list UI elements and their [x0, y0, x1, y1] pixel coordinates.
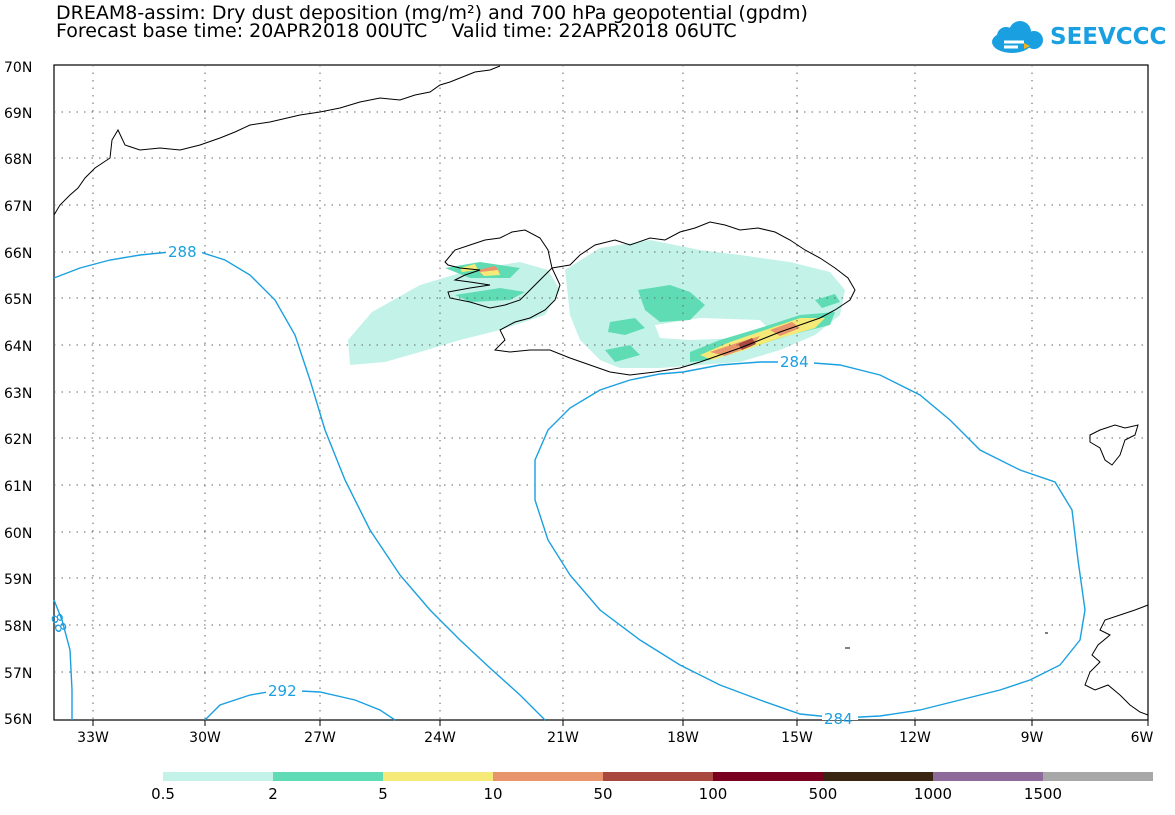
grid-lines [54, 65, 1148, 720]
lon-label: 9W [1020, 730, 1044, 746]
contour-label-284-south: 284 [824, 710, 853, 728]
colorbar-swatch [163, 772, 273, 781]
greenland-coast [53, 65, 501, 216]
lat-label: 62N [4, 432, 33, 448]
colorbar-label: 1500 [1023, 785, 1063, 803]
contour-label-288: 288 [168, 243, 197, 261]
colorbar-label: 1000 [913, 785, 953, 803]
lat-label: 59N [4, 572, 33, 588]
lon-label: 21W [547, 730, 579, 746]
colorbar-swatch [383, 772, 493, 781]
dust-area-west [348, 262, 560, 365]
colorbar-label: 500 [808, 785, 838, 803]
lon-label: 6W [1130, 730, 1154, 746]
dust-patch-green-6 [815, 294, 840, 308]
lat-label: 68N [4, 152, 33, 168]
colorbar-label: 100 [698, 785, 728, 803]
contour-labels: 288 284 292 284 88 [47, 243, 858, 728]
faroe-islands [1089, 424, 1139, 466]
dust-spot-yellow-nw2 [480, 270, 500, 276]
colorbar [163, 772, 1153, 781]
cloud-logo-icon [992, 21, 1043, 53]
iceland-coast-main [493, 221, 856, 376]
coastlines [53, 65, 1149, 716]
contour-label-292: 292 [268, 682, 297, 700]
colorbar-swatch [823, 772, 933, 781]
colorbar-swatch [603, 772, 713, 781]
contour-288 [53, 251, 546, 721]
lat-label: 57N [4, 666, 33, 682]
lat-label: 70N [4, 60, 33, 76]
dust-patch-green-1 [638, 285, 705, 322]
dust-spot-yellow-nw [460, 264, 478, 272]
lat-label: 69N [4, 106, 33, 122]
lat-label: 64N [4, 339, 33, 355]
scotland-coast [1084, 604, 1149, 716]
lon-label: 18W [667, 730, 699, 746]
dust-patch-green-3 [605, 345, 640, 362]
chart-subtitle: Forecast base time: 20APR2018 00UTC Vali… [56, 20, 737, 42]
contour-284 [534, 361, 1086, 719]
lat-label: 63N [4, 386, 33, 402]
lon-label: 27W [304, 730, 336, 746]
lon-label: 15W [781, 730, 813, 746]
colorbar-label: 5 [378, 785, 388, 803]
plot-frame [53, 64, 1149, 721]
contour-label-88: 88 [47, 611, 70, 635]
lat-label: 67N [4, 199, 33, 215]
dust-patch-green-4 [455, 288, 525, 302]
dust-shading [348, 240, 845, 368]
dust-patch-green-2 [608, 318, 645, 335]
lon-label: 24W [424, 730, 456, 746]
lat-label: 61N [4, 479, 33, 495]
contour-288-sw [53, 599, 73, 720]
colorbar-label: 10 [483, 785, 503, 803]
colorbar-label: 0.5 [151, 785, 175, 803]
contour-label-284: 284 [780, 353, 809, 371]
lat-label: 58N [4, 619, 33, 635]
chart-title: DREAM8-assim: Dry dust deposition (mg/m²… [56, 2, 808, 24]
lat-label: 60N [4, 526, 33, 542]
logo-text: SEEVCCC [1050, 24, 1167, 50]
colorbar-swatch [1043, 772, 1153, 781]
colorbar-swatch [493, 772, 603, 781]
lat-label: 56N [4, 712, 33, 728]
iceland-coast [444, 229, 553, 309]
lat-label: 65N [4, 292, 33, 308]
lon-label: 30W [189, 730, 221, 746]
colorbar-swatch [713, 772, 823, 781]
colorbar-label: 50 [593, 785, 613, 803]
lon-label: 33W [77, 730, 109, 746]
geopotential-contours [53, 251, 1086, 721]
colorbar-swatch [273, 772, 383, 781]
colorbar-swatch [933, 772, 1043, 781]
lat-label: 66N [4, 246, 33, 262]
axis-ticks [92, 720, 1149, 726]
colorbar-label: 2 [268, 785, 278, 803]
lon-label: 12W [899, 730, 931, 746]
